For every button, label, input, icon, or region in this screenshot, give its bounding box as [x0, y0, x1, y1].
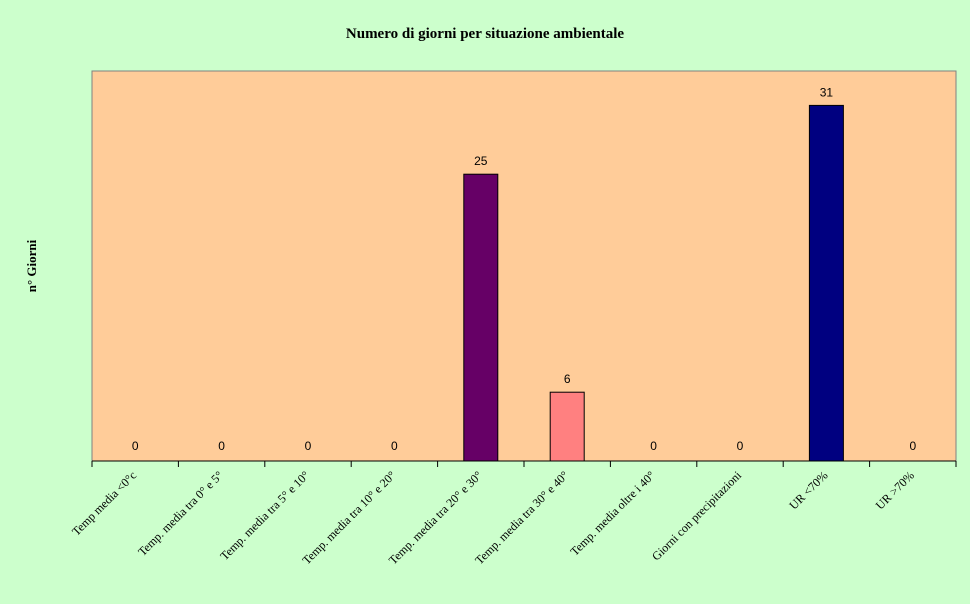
- x-ticks-group: [91, 461, 957, 467]
- data-label-7: 0: [737, 439, 744, 453]
- bars-group: [463, 104, 844, 462]
- bar-8: [808, 104, 844, 462]
- data-label-8: 31: [820, 85, 834, 99]
- data-label-6: 0: [650, 439, 657, 453]
- bar-5: [549, 391, 585, 462]
- bar-4: [463, 173, 499, 462]
- data-label-1: 0: [218, 439, 225, 453]
- data-label-2: 0: [305, 439, 312, 453]
- data-label-0: 0: [132, 439, 139, 453]
- data-label-3: 0: [391, 439, 398, 453]
- chart-title: Numero di giorni per situazione ambienta…: [346, 26, 625, 42]
- data-label-9: 0: [909, 439, 916, 453]
- data-label-4: 25: [474, 154, 488, 168]
- y-axis-label: n° Giorni: [24, 239, 39, 292]
- data-labels-group: 0 0 0 0 25 6 0 0 31 0: [132, 85, 917, 453]
- data-label-5: 6: [564, 372, 571, 386]
